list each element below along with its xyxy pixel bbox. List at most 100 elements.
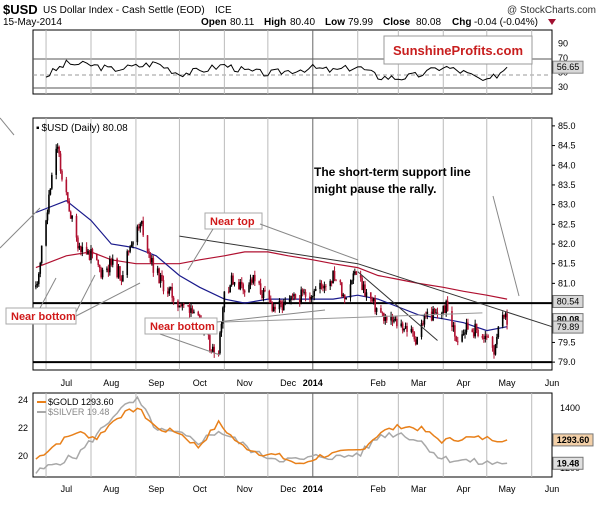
rsi-series-line [45, 59, 508, 82]
candle-body [180, 305, 182, 307]
header-close-label: Close [383, 17, 411, 28]
near-bottom-pointer-3 [75, 282, 141, 317]
price-x-axis-labels: Jul Aug Sep Oct Nov Dec 2014 Feb Mar Apr May Jun [61, 378, 560, 388]
candle-body [40, 245, 43, 263]
candle-body [291, 295, 294, 297]
candle-body [496, 336, 498, 345]
candle-body [46, 212, 49, 221]
candle-body [158, 268, 160, 284]
candle-body [394, 318, 397, 321]
candle-body [269, 299, 272, 303]
candle-body [88, 250, 91, 261]
candle-body [262, 289, 265, 299]
candle-body [120, 278, 123, 282]
candle-body [294, 294, 297, 300]
candle-body [116, 258, 118, 278]
candle-body [65, 179, 68, 193]
candle-body [126, 251, 129, 276]
candle-body [410, 328, 413, 332]
near-bottom-center-label: Near bottom [150, 321, 215, 333]
price-legend: ▪ $USD (Daily) 80.08 [36, 123, 128, 134]
candle-body [433, 308, 436, 313]
header-date: 15-May-2014 [3, 17, 62, 28]
candle-body [369, 292, 372, 299]
candle-body [497, 326, 500, 337]
candle-body [345, 297, 347, 300]
candle-body [300, 289, 302, 304]
candle-body [330, 281, 333, 284]
price-candles [35, 143, 508, 359]
candle-body [148, 251, 150, 254]
candle-body [393, 320, 395, 322]
metals-x-label: Feb [370, 484, 386, 494]
candle-body [471, 329, 474, 333]
candle-body [249, 279, 252, 285]
candle-body [95, 254, 98, 260]
candle-body [162, 280, 165, 292]
candle-body [461, 334, 463, 342]
metals-x-label: Jun [545, 484, 560, 494]
candle-body [464, 332, 466, 335]
candle-body [98, 264, 101, 269]
trend-line-2 [224, 312, 483, 323]
candle-body [325, 285, 327, 287]
candle-body [274, 306, 276, 310]
candle-body [39, 262, 42, 274]
candle-body [435, 312, 437, 314]
near-bottom-pointer-2 [75, 274, 96, 313]
candle-body [323, 285, 326, 289]
candle-body [109, 259, 111, 273]
candle-body [339, 280, 342, 283]
candle-body [77, 237, 79, 249]
candle-body [97, 259, 100, 265]
header-low: 79.99 [348, 17, 373, 28]
header-close: 80.08 [416, 17, 441, 28]
candle-body [110, 259, 113, 265]
candle-body [400, 323, 403, 327]
candle-body [111, 258, 114, 265]
metals-x-label: Mar [411, 484, 427, 494]
candle-body [304, 291, 307, 297]
rsi-tick-label: 90 [558, 38, 568, 48]
price-x-label: Mar [411, 378, 427, 388]
candle-body [58, 146, 60, 154]
price-x-label: Oct [193, 378, 208, 388]
candle-body [81, 246, 84, 252]
candle-body [243, 290, 246, 293]
candle-body [106, 268, 108, 270]
candle-body [333, 271, 336, 280]
candle-body [494, 344, 497, 355]
candle-body [146, 235, 149, 252]
silver-legend-label: $SILVER 19.48 [48, 407, 109, 417]
candle-body [465, 322, 468, 333]
candle-body [314, 289, 317, 291]
price-x-label: Apr [457, 378, 471, 388]
candle-body [416, 336, 418, 345]
candle-body [445, 300, 447, 313]
metals-x-label: 2014 [303, 484, 323, 494]
candle-body [211, 346, 214, 353]
candle-body [190, 308, 192, 313]
metals-x-label: Sep [148, 484, 164, 494]
candle-body [423, 314, 426, 325]
candle-body [472, 332, 475, 337]
silver-badge-box [552, 456, 584, 470]
candle-body [91, 249, 94, 255]
candle-body [71, 215, 73, 219]
candle-body [251, 279, 253, 283]
candle-body [252, 274, 255, 283]
candle-body [403, 328, 405, 331]
candle-body [352, 273, 355, 281]
candle-body [209, 335, 211, 351]
price-x-label: Jul [61, 378, 73, 388]
price-legend-text: $USD (Daily) 80.08 [42, 123, 129, 134]
watermark-text: SunshineProfits.com [393, 43, 523, 58]
candle-body [504, 313, 507, 318]
candle-body [374, 298, 376, 312]
candle-body [66, 192, 69, 202]
candle-body [380, 308, 382, 313]
candle-body [229, 285, 231, 293]
candle-body [335, 279, 337, 281]
candle-body [49, 188, 52, 195]
